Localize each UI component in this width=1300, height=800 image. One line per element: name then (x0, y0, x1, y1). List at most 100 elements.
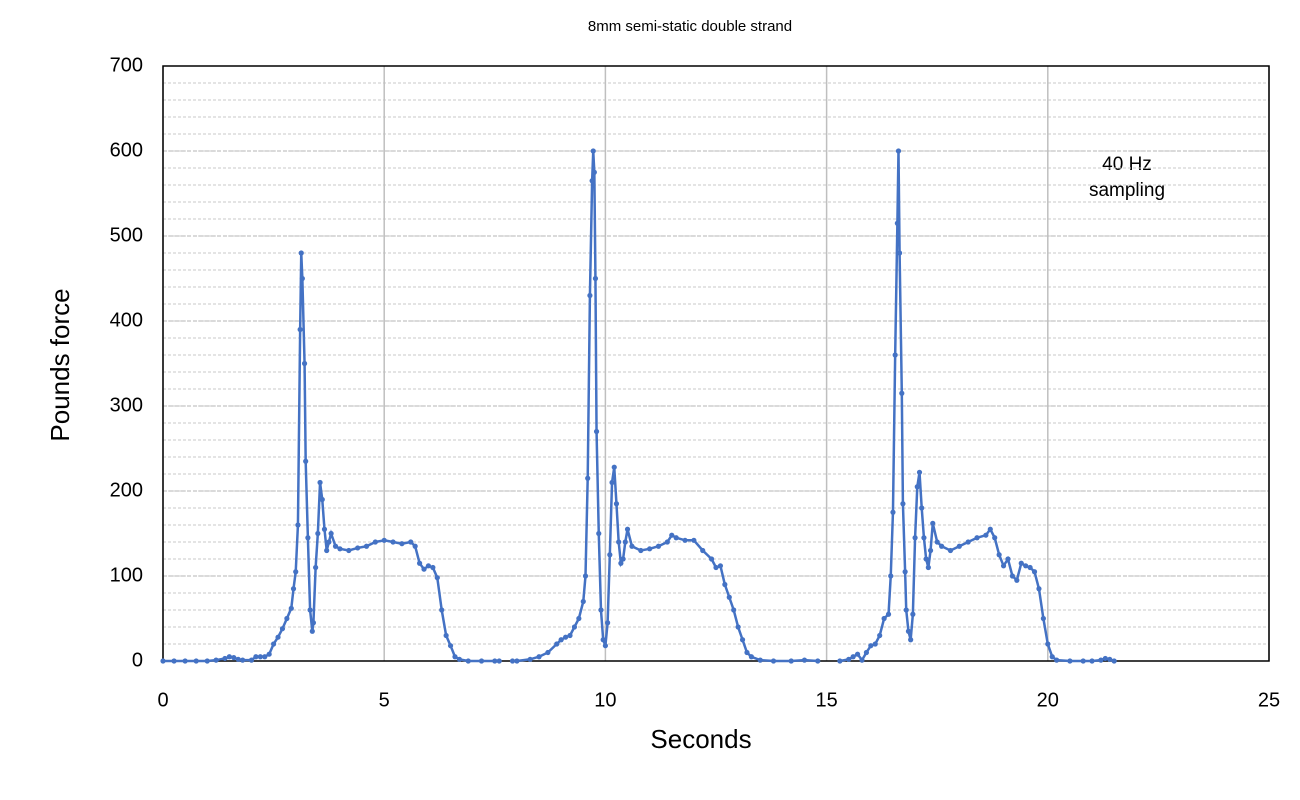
data-point (545, 649, 551, 656)
data-point (888, 573, 894, 579)
data-point (332, 543, 339, 549)
data-point (562, 634, 569, 640)
data-point (492, 658, 498, 664)
data-point (846, 656, 852, 662)
data-point (554, 641, 560, 647)
data-point (894, 220, 900, 226)
data-point (691, 537, 697, 543)
data-point (629, 543, 635, 549)
data-point (602, 643, 609, 649)
data-point (788, 658, 794, 664)
y-tick-label: 600 (110, 139, 143, 161)
data-point (673, 535, 679, 541)
data-point (596, 530, 602, 537)
data-point (558, 637, 564, 643)
data-point (895, 148, 902, 154)
data-point (934, 539, 940, 545)
data-point (939, 543, 945, 549)
data-point (731, 607, 737, 613)
data-point (321, 526, 328, 532)
data-point (872, 641, 878, 647)
data-point (925, 564, 931, 571)
data-point (315, 530, 321, 537)
data-point (317, 479, 323, 486)
data-point (337, 546, 343, 552)
data-point (919, 505, 925, 511)
data-point (900, 501, 906, 507)
data-point (390, 539, 396, 545)
data-point (408, 539, 414, 545)
data-point (1014, 577, 1020, 583)
y-tick-label: 300 (110, 394, 143, 416)
x-tick-label: 15 (815, 689, 837, 711)
data-point (910, 611, 916, 617)
data-point (735, 624, 741, 630)
data-point (1031, 569, 1038, 575)
plot-frame (162, 65, 1270, 662)
data-point (722, 581, 728, 588)
data-point (590, 148, 596, 154)
data-point (439, 607, 445, 613)
data-point (877, 632, 883, 639)
data-point (421, 566, 427, 572)
data-point (425, 563, 432, 569)
y-tick-label: 200 (110, 479, 143, 501)
data-point (301, 360, 308, 367)
data-point (885, 611, 892, 617)
data-point (1036, 586, 1042, 592)
x-tick-label: 25 (1258, 689, 1280, 711)
data-point (1005, 556, 1011, 562)
data-point (613, 501, 620, 507)
data-point (412, 543, 418, 549)
data-point (416, 560, 423, 566)
data-point (235, 656, 241, 662)
data-point (1102, 655, 1108, 662)
data-point (947, 547, 954, 554)
data-point (987, 526, 993, 532)
x-tick-label: 10 (594, 689, 616, 711)
data-point (310, 620, 317, 626)
data-point (927, 547, 934, 554)
annotation: 40 Hz (1102, 154, 1152, 175)
data-point (160, 658, 166, 664)
data-point (609, 479, 615, 486)
data-point (567, 632, 573, 639)
data-point (801, 657, 808, 663)
data-point (363, 543, 370, 549)
data-point (307, 607, 313, 613)
data-point (923, 556, 929, 562)
data-point (580, 598, 586, 605)
data-point (591, 169, 597, 175)
y-tick-label: 0 (132, 649, 143, 671)
data-point (288, 605, 294, 611)
data-point (478, 658, 485, 664)
data-point (346, 547, 352, 554)
data-point (592, 275, 599, 282)
data-point (903, 607, 909, 613)
data-point (309, 628, 315, 634)
data-point (275, 634, 281, 640)
data-point (1067, 658, 1073, 664)
data-point (647, 546, 653, 552)
data-point (213, 657, 219, 663)
data-point (262, 654, 268, 660)
data-point (299, 275, 305, 282)
data-point (1049, 654, 1055, 660)
data-point (664, 539, 670, 545)
data-point (717, 563, 724, 569)
data-point (1040, 615, 1046, 622)
data-point (611, 464, 617, 470)
data-point (328, 530, 334, 537)
data-point (757, 657, 763, 663)
data-point (1111, 658, 1117, 664)
data-point (324, 547, 330, 554)
data-point (284, 615, 290, 622)
data-point (1009, 573, 1016, 579)
data-point (1000, 563, 1007, 569)
data-point (899, 390, 905, 396)
data-point (868, 643, 874, 649)
data-point (248, 657, 255, 663)
data-point (1027, 564, 1033, 571)
data-point (620, 556, 626, 562)
